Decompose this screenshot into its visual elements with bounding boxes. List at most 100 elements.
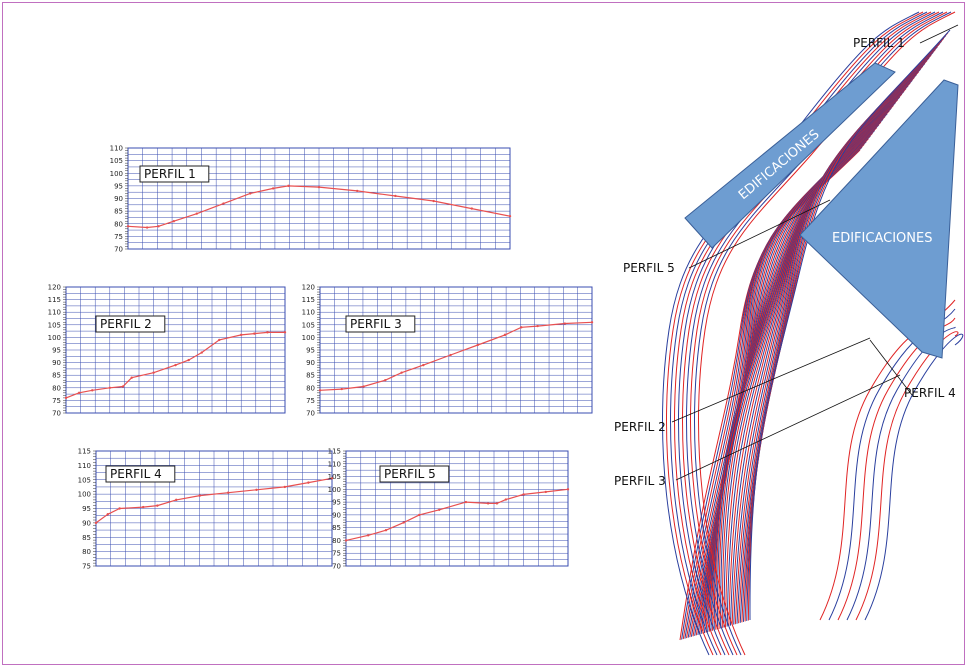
profile-point	[195, 212, 198, 215]
profile-series-line	[95, 477, 333, 524]
y-tick-label: 75	[332, 550, 341, 558]
label-perfil-2: PERFIL 2	[614, 420, 666, 434]
y-tick-label: 85	[332, 524, 341, 532]
chart-title-box	[95, 315, 166, 333]
y-tick-label: 95	[114, 182, 123, 190]
section-line	[688, 199, 831, 269]
chart-title-box	[105, 465, 176, 483]
contour-line	[682, 11, 940, 656]
profile-point	[504, 498, 508, 501]
y-tick-label: 85	[52, 372, 61, 380]
profile-point	[400, 371, 403, 374]
section-line	[919, 24, 959, 44]
y-tick-label: 110	[78, 462, 91, 470]
profile-point	[175, 498, 178, 502]
y-tick-label: 110	[110, 145, 123, 153]
profile-point	[255, 488, 258, 492]
y-tick-label: 70	[52, 410, 61, 418]
y-tick-label: 115	[48, 296, 61, 304]
profile-point	[64, 396, 68, 400]
contour-line	[731, 60, 928, 626]
profile-point	[145, 226, 149, 229]
y-tick-label: 120	[302, 284, 315, 292]
y-tick-label: 100	[302, 334, 315, 342]
profile-point	[126, 225, 130, 228]
profile-point	[200, 351, 203, 354]
y-tick-label: 115	[328, 448, 341, 456]
profile-point	[422, 363, 425, 367]
profile-point	[240, 333, 243, 337]
y-tick-label: 80	[114, 220, 123, 228]
profile-chart-5: 70 75 80 85 90 95 100 105 110 115 PERFIL 5	[328, 448, 570, 571]
profile-point	[464, 500, 468, 504]
y-tick-label: 75	[82, 563, 91, 571]
y-tick-label: 75	[306, 397, 315, 405]
profile-point	[486, 502, 490, 505]
profile-point	[157, 225, 160, 228]
profile-point	[121, 385, 125, 388]
contour-line	[846, 326, 956, 621]
contour-line	[666, 11, 924, 656]
profile-chart-2: 70 75 80 85 90 95 100 105 110 115 120 PERFIL 2	[48, 284, 287, 418]
y-tick-label: 110	[302, 309, 315, 317]
contour-line	[678, 11, 936, 656]
chart-title-box	[345, 315, 416, 333]
profile-point	[522, 493, 525, 496]
y-tick-label: 115	[302, 296, 315, 304]
profile-point	[508, 214, 512, 218]
profile-point	[566, 488, 570, 491]
y-tick-label: 100	[78, 491, 91, 499]
contour-line	[749, 29, 951, 621]
profile-point	[249, 192, 252, 195]
y-tick-label: 80	[52, 384, 61, 392]
chart-title-box	[139, 165, 210, 183]
profile-point	[384, 529, 388, 532]
y-tick-label: 85	[114, 208, 123, 216]
profile-point	[318, 389, 322, 392]
chart-title: PERFIL 1	[144, 167, 196, 181]
profile-point	[271, 187, 275, 190]
y-tick-label: 110	[328, 460, 341, 468]
y-tick-label: 95	[82, 505, 91, 513]
y-tick-label: 75	[52, 397, 61, 405]
profile-point	[438, 508, 441, 511]
label-perfil-3: PERFIL 3	[614, 474, 666, 488]
profile-point	[356, 189, 359, 193]
contour-line	[728, 65, 924, 627]
profile-point	[187, 358, 190, 362]
chart-title: PERFIL 4	[110, 467, 162, 481]
chart-title-box	[379, 465, 450, 483]
chart-title: PERFIL 5	[384, 467, 436, 481]
profile-point	[218, 338, 221, 342]
profile-point	[590, 321, 594, 324]
contour-line	[864, 333, 964, 621]
y-tick-label: 95	[52, 347, 61, 355]
label-perfil-1: PERFIL 1	[853, 36, 905, 50]
y-tick-label: 90	[306, 359, 315, 367]
y-tick-label: 70	[332, 563, 341, 571]
y-tick-label: 70	[306, 410, 315, 418]
y-tick-label: 100	[48, 334, 61, 342]
y-tick-label: 90	[332, 511, 341, 519]
profile-point	[287, 184, 290, 188]
chart-title: PERFIL 2	[100, 317, 152, 331]
section-line	[869, 339, 913, 396]
y-tick-label: 90	[52, 359, 61, 367]
y-tick-label: 105	[78, 476, 91, 484]
contour-line	[855, 331, 959, 621]
y-tick-label: 105	[302, 321, 315, 329]
contour-line	[674, 11, 932, 656]
y-tick-label: 70	[114, 246, 123, 254]
profile-point	[222, 202, 225, 205]
profile-point	[226, 491, 230, 494]
y-tick-label: 115	[78, 448, 91, 456]
profile-point	[503, 333, 507, 337]
profile-point	[536, 324, 539, 328]
y-tick-label: 100	[328, 486, 341, 494]
contour-line	[690, 11, 948, 656]
profile-point	[156, 504, 159, 507]
contour-line	[670, 11, 928, 656]
